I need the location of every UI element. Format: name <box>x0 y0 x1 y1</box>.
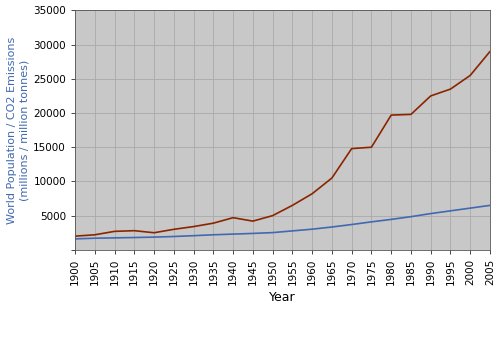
Y-axis label: World Population / CO2 Emissions
(millions / million tonnes): World Population / CO2 Emissions (millio… <box>8 36 29 224</box>
X-axis label: Year: Year <box>269 291 296 304</box>
